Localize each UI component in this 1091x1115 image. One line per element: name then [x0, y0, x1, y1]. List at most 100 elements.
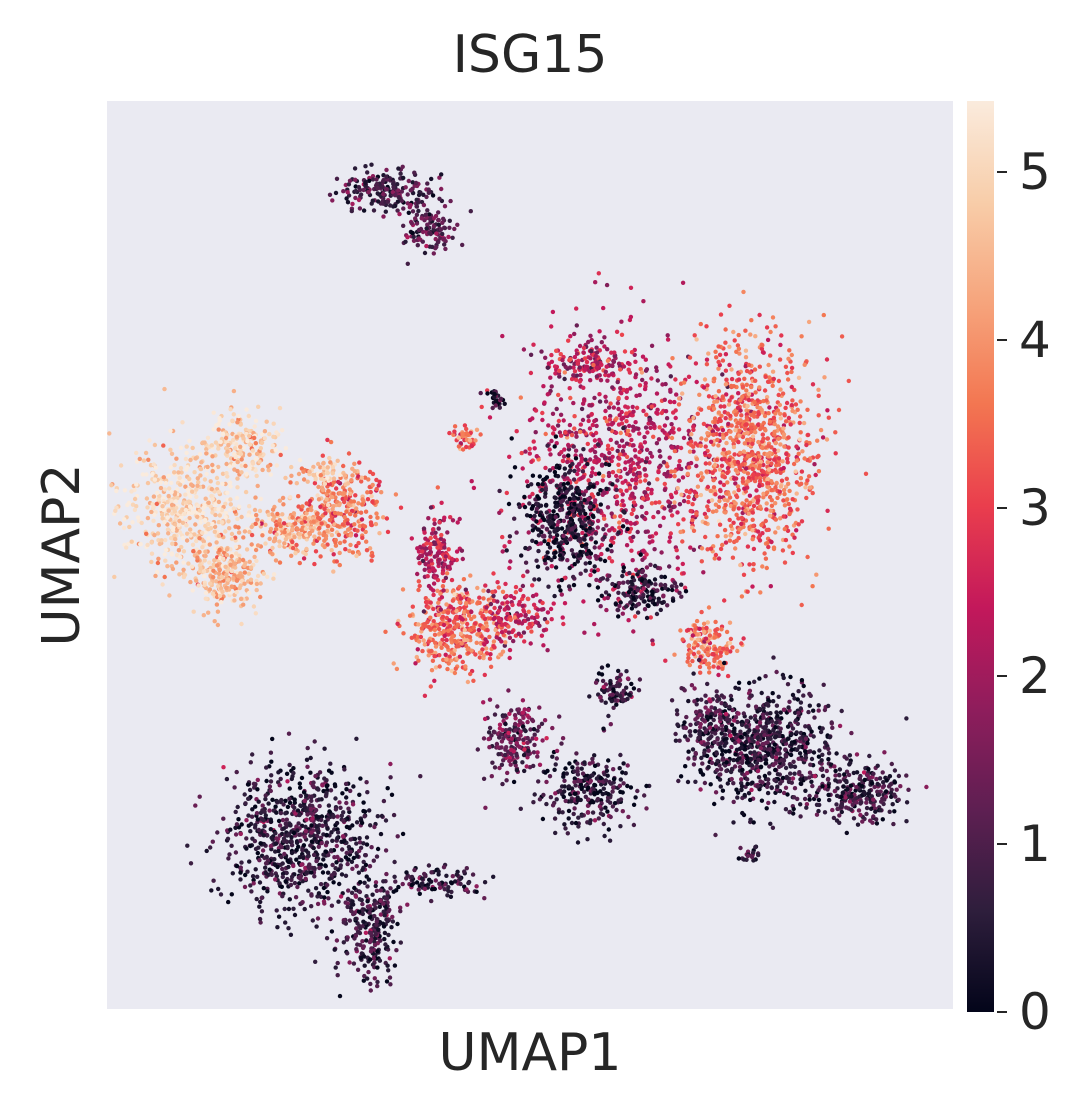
scatter-point [480, 647, 485, 652]
scatter-point [452, 638, 457, 644]
scatter-point [324, 497, 329, 502]
scatter-point [510, 629, 515, 635]
scatter-point [560, 615, 565, 620]
scatter-point [778, 416, 783, 421]
scatter-point [487, 656, 493, 661]
scatter-point [777, 489, 782, 494]
scatter-point [751, 523, 756, 529]
scatter-point [441, 588, 446, 593]
scatter-point [254, 581, 260, 587]
scatter-point [227, 464, 233, 469]
scatter-point [769, 488, 774, 493]
scatter-point [342, 539, 347, 544]
scatter-point [463, 643, 469, 648]
scatter-point [725, 470, 730, 476]
scatter-point [781, 426, 786, 431]
scatter-point [321, 532, 326, 538]
scatter-point [322, 481, 328, 486]
scatter-point [686, 643, 691, 649]
scatter-point [433, 640, 438, 645]
scatter-point [589, 403, 594, 408]
scatter-point [436, 561, 441, 566]
scatter-point [242, 563, 247, 568]
scatter-point [550, 466, 556, 471]
scatter-point [561, 533, 566, 538]
scatter-point [475, 585, 480, 591]
scatter-point [672, 399, 677, 405]
scatter-point [783, 405, 788, 411]
scatter-point [702, 658, 708, 663]
scatter-point [257, 459, 262, 464]
scatter-point [571, 373, 576, 378]
scatter-point [691, 427, 696, 432]
scatter-point [723, 534, 728, 539]
scatter-point [723, 340, 728, 345]
scatter-point [681, 517, 686, 522]
scatter-point [602, 335, 607, 340]
scatter-point [720, 372, 725, 377]
scatter-point [169, 552, 175, 557]
scatter-point [695, 473, 701, 478]
scatter-point [630, 424, 636, 429]
scatter-point [548, 534, 553, 539]
scatter-point [605, 505, 611, 510]
scatter-point [756, 411, 761, 417]
scatter-point [358, 510, 364, 515]
scatter-point [713, 492, 718, 497]
scatter-point [528, 641, 533, 646]
scatter-point [511, 638, 516, 644]
scatter-point [287, 535, 292, 540]
scatter-point [713, 619, 718, 625]
scatter-point [539, 530, 544, 535]
scatter-point [581, 429, 586, 434]
scatter-point [362, 524, 368, 529]
scatter-point [188, 579, 193, 585]
scatter-point [471, 678, 476, 683]
scatter-point [643, 478, 648, 483]
scatter-point [210, 454, 215, 459]
scatter-point [731, 384, 736, 389]
scatter-point [260, 467, 265, 473]
scatter-point [216, 519, 222, 525]
scatter-point [644, 447, 650, 452]
scatter-point [481, 653, 486, 658]
scatter-point [653, 531, 659, 536]
scatter-point [629, 457, 634, 462]
scatter-point [619, 332, 625, 337]
scatter-point [375, 515, 380, 520]
scatter-point [224, 585, 229, 591]
scatter-point [736, 487, 741, 493]
scatter-point [724, 647, 730, 652]
scatter-point [790, 497, 795, 502]
scatter-point [543, 486, 548, 491]
scatter-point [510, 602, 515, 608]
scatter-point [717, 495, 722, 500]
scatter-point [778, 516, 783, 521]
scatter-point [440, 584, 446, 589]
scatter-point [750, 584, 755, 589]
scatter-point [720, 427, 726, 433]
scatter-point [718, 404, 723, 409]
scatter-point [229, 536, 235, 542]
scatter-point [533, 501, 539, 507]
scatter-point [559, 577, 564, 583]
scatter-point [163, 547, 169, 553]
scatter-point [228, 562, 233, 567]
scatter-point [260, 533, 265, 538]
scatter-point [714, 457, 720, 463]
scatter-point [605, 595, 610, 601]
scatter-point [687, 449, 693, 454]
scatter-point [665, 603, 670, 608]
scatter-point [572, 331, 577, 337]
scatter-point [639, 370, 645, 375]
scatter-point [214, 563, 220, 568]
scatter-point [709, 488, 714, 494]
scatter-point [170, 528, 176, 533]
scatter-point [670, 356, 675, 361]
scatter-point [595, 442, 601, 447]
scatter-point [591, 484, 596, 489]
scatter-point [616, 614, 621, 619]
scatter-point [329, 527, 335, 532]
scatter-point [578, 549, 583, 555]
scatter-point [716, 410, 722, 415]
